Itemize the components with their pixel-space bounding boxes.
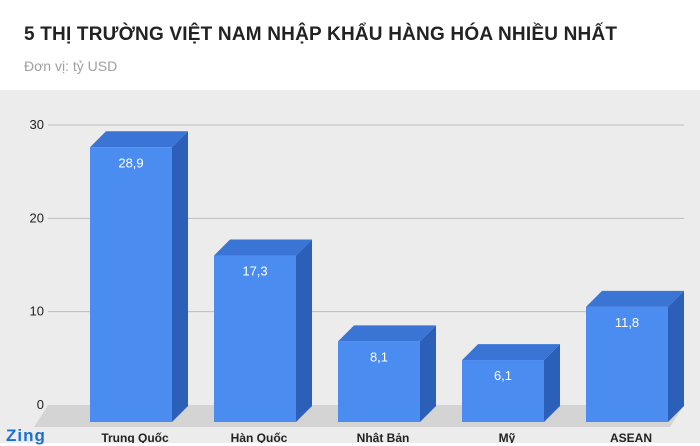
category-label: Hàn Quốc (231, 431, 288, 443)
y-tick-label: 30 (30, 117, 44, 132)
x-axis-labels: Trung Quốc Hàn Quốc Nhật Bản Mỹ ASEAN (101, 431, 652, 443)
zing-logo: Zing (6, 426, 46, 445)
y-tick-label: 20 (30, 210, 44, 225)
bar-value-label: 11,8 (615, 315, 639, 330)
bar: 11,8 (586, 290, 684, 422)
bar-side (668, 290, 684, 422)
bar-top (338, 325, 436, 342)
y-tick-label: 10 (30, 304, 44, 319)
category-label: Nhật Bản (357, 431, 410, 443)
bar-front (90, 147, 172, 422)
bar: 28,9 (90, 131, 188, 422)
category-label: ASEAN (610, 431, 652, 443)
bar-side (544, 344, 560, 422)
category-label: Mỹ (499, 431, 516, 443)
bar: 6,1 (462, 344, 560, 422)
bar-value-label: 8,1 (370, 349, 388, 364)
bar-top (214, 239, 312, 256)
bar: 17,3 (214, 239, 312, 422)
bar-top (462, 344, 560, 361)
y-tick-label: 0 (37, 397, 44, 412)
bar-value-label: 17,3 (242, 264, 267, 279)
category-label: Trung Quốc (101, 431, 169, 443)
chart-title: 5 THỊ TRƯỜNG VIỆT NAM NHẬP KHẨU HÀNG HÓA… (24, 24, 618, 45)
bars: 28,9 17,3 8,1 6,1 11,8 (90, 131, 684, 422)
bar-front (214, 255, 296, 422)
bar-side (420, 325, 436, 422)
bar-top (586, 290, 684, 307)
bar-value-label: 28,9 (118, 155, 143, 170)
bar-value-label: 6,1 (494, 368, 512, 383)
bar-side (172, 131, 188, 422)
bar-front (338, 341, 420, 422)
bar-side (296, 239, 312, 422)
y-axis-ticks: 0 10 20 30 (30, 117, 44, 412)
chart-subtitle: Đơn vị: tỷ USD (24, 58, 118, 74)
bar: 8,1 (338, 325, 436, 422)
bar-front (586, 306, 668, 422)
bar-front (462, 360, 544, 422)
bar-top (90, 131, 188, 148)
